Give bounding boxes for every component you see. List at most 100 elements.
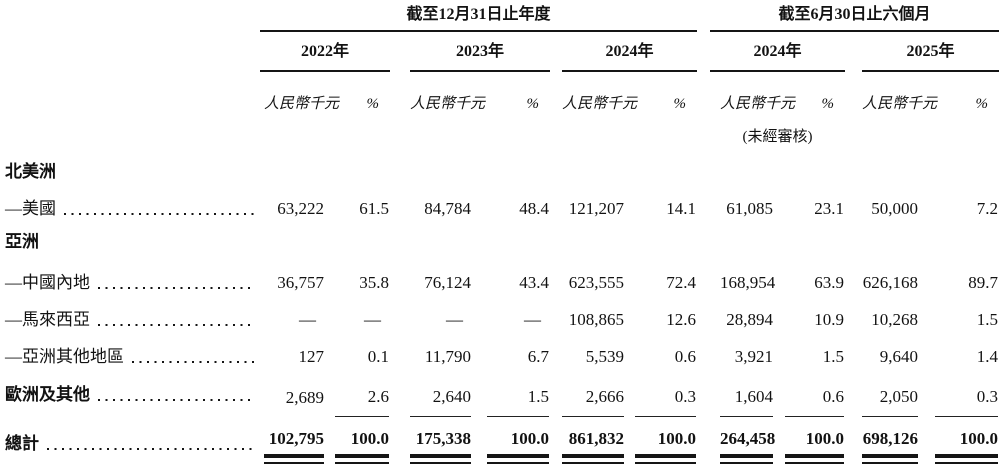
percent-cell: 10.9 — [774, 298, 845, 335]
percent-cell: 100.0 — [625, 417, 697, 464]
amount-cell: 76,124 — [390, 257, 472, 298]
table-row: 歐洲及其他 2,689 2.6 2,640 1.5 2,666 0.3 1,604 0.6 2,0… — [2, 372, 999, 417]
double-rule — [635, 454, 697, 464]
amount-cell — [550, 224, 625, 257]
dot-leader — [98, 399, 254, 401]
amount-cell: 861,832 — [550, 417, 625, 464]
amount-cell — [390, 152, 472, 187]
double-rule — [862, 454, 919, 464]
cell-value: 1.5 — [976, 310, 999, 329]
percent-cell: 100.0 — [325, 417, 390, 464]
unit-header-row: 人民幣千元 % 人民幣千元 % 人民幣千元 % 人民幣千元 % 人民幣千元 % — [2, 72, 999, 117]
cell-value: 3,921 — [734, 347, 774, 366]
double-rule — [935, 454, 999, 464]
percent-cell: 0.1 — [325, 335, 390, 372]
year-header-2024: 2024年 — [562, 37, 698, 72]
table-row: —中國內地 36,757 35.8 76,124 43.4 623,555 72.4 168,… — [2, 257, 999, 298]
double-rule — [562, 454, 624, 464]
unit-header-percent: % — [821, 96, 835, 112]
year-header-2022: 2022年 — [260, 37, 390, 72]
cell-value: 623,555 — [568, 273, 624, 292]
cell-value: — — [524, 310, 541, 329]
amount-cell — [260, 224, 325, 257]
amount-cell — [697, 224, 774, 257]
cell-value: 2.6 — [335, 387, 389, 417]
amount-cell: 626,168 — [845, 257, 919, 298]
percent-cell — [774, 224, 845, 257]
percent-cell — [472, 152, 550, 187]
cell-value: 102,795 — [268, 429, 324, 448]
amount-cell: 2,640 — [390, 372, 472, 417]
row-label: 歐洲及其他 — [5, 385, 90, 404]
cell-value: 0.3 — [635, 387, 697, 417]
percent-cell: 72.4 — [625, 257, 697, 298]
unit-header-amount: 人民幣千元 — [720, 96, 796, 112]
cell-value: 14.1 — [666, 199, 697, 218]
unaudited-note-row: (未經審核) — [2, 117, 999, 152]
unaudited-note: (未經審核) — [742, 129, 813, 145]
total-row: 總計 102,795 100.0 175,338 100.0 861,832 100.0 26… — [2, 417, 999, 464]
row-label-cell: —馬來西亞 — [2, 298, 260, 335]
cell-value: 11,790 — [424, 347, 471, 366]
double-rule — [410, 454, 471, 464]
percent-cell: 1.5 — [774, 335, 845, 372]
table-body: 北美洲 —美國 63,222 61.5 84,784 48.4 121,207 14.1 61,… — [2, 152, 999, 464]
amount-cell: 28,894 — [697, 298, 774, 335]
row-label-cell: —美國 — [2, 187, 260, 224]
cell-value: 264,458 — [720, 429, 776, 448]
unit-header-percent: % — [526, 96, 540, 112]
row-label-cell: —中國內地 — [2, 257, 260, 298]
row-label: 北美洲 — [5, 162, 56, 181]
percent-cell: 1.5 — [919, 298, 999, 335]
cell-value: 5,539 — [585, 347, 624, 366]
unit-header-amount: 人民幣千元 — [562, 96, 638, 112]
amount-cell: 36,757 — [260, 257, 325, 298]
amount-cell: 9,640 — [845, 335, 919, 372]
unit-header-percent: % — [366, 96, 380, 112]
double-rule — [487, 454, 549, 464]
cell-value: 50,000 — [871, 199, 919, 218]
cell-value: 168,954 — [720, 273, 776, 292]
cell-value: 1,604 — [720, 387, 774, 417]
cell-value: 0.6 — [674, 347, 697, 366]
dot-leader — [47, 448, 254, 450]
table-row: 北美洲 — [2, 152, 999, 187]
row-label: —馬來西亞 — [5, 310, 90, 329]
table-row: —馬來西亞 — — — — 108,865 12.6 28,894 10.9 10,268 1.5 — [2, 298, 999, 335]
amount-cell: 108,865 — [550, 298, 625, 335]
cell-value: 2,640 — [410, 387, 471, 417]
cell-value: 63.9 — [814, 273, 845, 292]
unit-header-percent: % — [975, 96, 989, 112]
amount-cell: 84,784 — [390, 187, 472, 224]
unit-header-amount: 人民幣千元 — [264, 96, 340, 112]
cell-value: 10,268 — [871, 310, 919, 329]
cell-value: 698,126 — [862, 429, 919, 448]
percent-cell: 35.8 — [325, 257, 390, 298]
cell-value: 626,168 — [862, 273, 919, 292]
cell-value: 121,207 — [568, 199, 624, 218]
cell-value: 175,338 — [415, 429, 471, 448]
cell-value: 23.1 — [814, 199, 845, 218]
amount-cell: 2,689 — [260, 372, 325, 417]
amount-cell — [845, 224, 919, 257]
percent-cell — [774, 152, 845, 187]
unit-header-amount: 人民幣千元 — [410, 96, 486, 112]
cell-value: 89.7 — [968, 273, 999, 292]
percent-cell: 100.0 — [472, 417, 550, 464]
cell-value: 12.6 — [666, 310, 697, 329]
percent-cell: 1.4 — [919, 335, 999, 372]
cell-value: 1.5 — [822, 347, 845, 366]
cell-value: 1.4 — [976, 347, 999, 366]
cell-value: 7.2 — [976, 199, 999, 218]
percent-cell: — — [325, 298, 390, 335]
amount-cell: 5,539 — [550, 335, 625, 372]
dot-leader — [132, 361, 254, 363]
double-rule — [335, 454, 389, 464]
percent-cell: 100.0 — [774, 417, 845, 464]
amount-cell: 168,954 — [697, 257, 776, 298]
amount-cell: — — [260, 298, 325, 335]
period-header-row: 截至12月31日止年度 截至6月30日止六個月 — [2, 0, 1000, 32]
amount-cell: 623,555 — [550, 257, 625, 298]
percent-cell: 43.4 — [472, 257, 550, 298]
